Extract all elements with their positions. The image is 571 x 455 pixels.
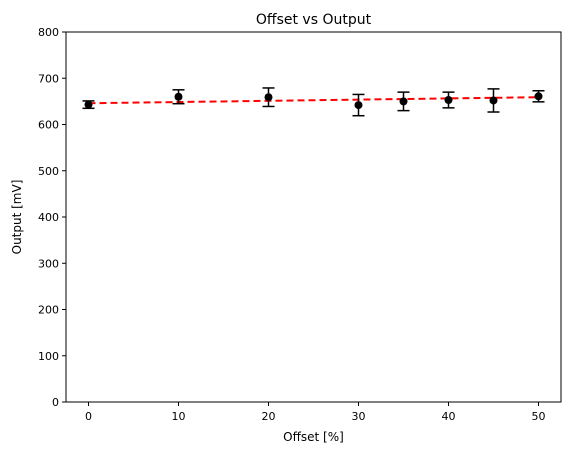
data-points	[84, 92, 543, 110]
x-tick-label: 20	[262, 410, 276, 423]
data-point	[444, 95, 453, 104]
y-axis-ticks: 0 100 200 300 400 500 600 700 800	[38, 26, 66, 409]
data-point	[264, 93, 273, 102]
y-tick-label: 100	[38, 350, 59, 363]
x-axis-ticks: 0 10 20 30 40 50	[85, 402, 546, 423]
linear-fit-line	[88, 96, 539, 105]
data-point	[489, 96, 498, 105]
x-tick-label: 30	[352, 410, 366, 423]
x-axis-label: Offset [%]	[283, 430, 344, 444]
plot-area-frame	[65, 31, 562, 403]
data-point	[534, 92, 543, 101]
y-tick-label: 700	[38, 72, 59, 85]
data-point	[174, 92, 183, 101]
data-point	[84, 100, 93, 109]
y-tick-label: 600	[38, 119, 59, 132]
error-bars	[82, 87, 545, 117]
y-tick-label: 0	[52, 396, 59, 409]
chart-title: Offset vs Output	[256, 12, 372, 28]
x-tick-label: 10	[172, 410, 186, 423]
y-tick-label: 300	[38, 257, 59, 270]
data-point	[399, 97, 408, 106]
x-tick-label: 50	[532, 410, 546, 423]
y-tick-label: 500	[38, 165, 59, 178]
data-point	[354, 101, 363, 110]
y-tick-label: 200	[38, 304, 59, 317]
fit-line-layer	[88, 96, 539, 105]
y-axis-label: Output [mV]	[10, 180, 24, 255]
y-tick-label: 400	[38, 211, 59, 224]
x-tick-label: 0	[85, 410, 92, 423]
x-tick-label: 40	[442, 410, 456, 423]
y-tick-label: 800	[38, 26, 59, 39]
